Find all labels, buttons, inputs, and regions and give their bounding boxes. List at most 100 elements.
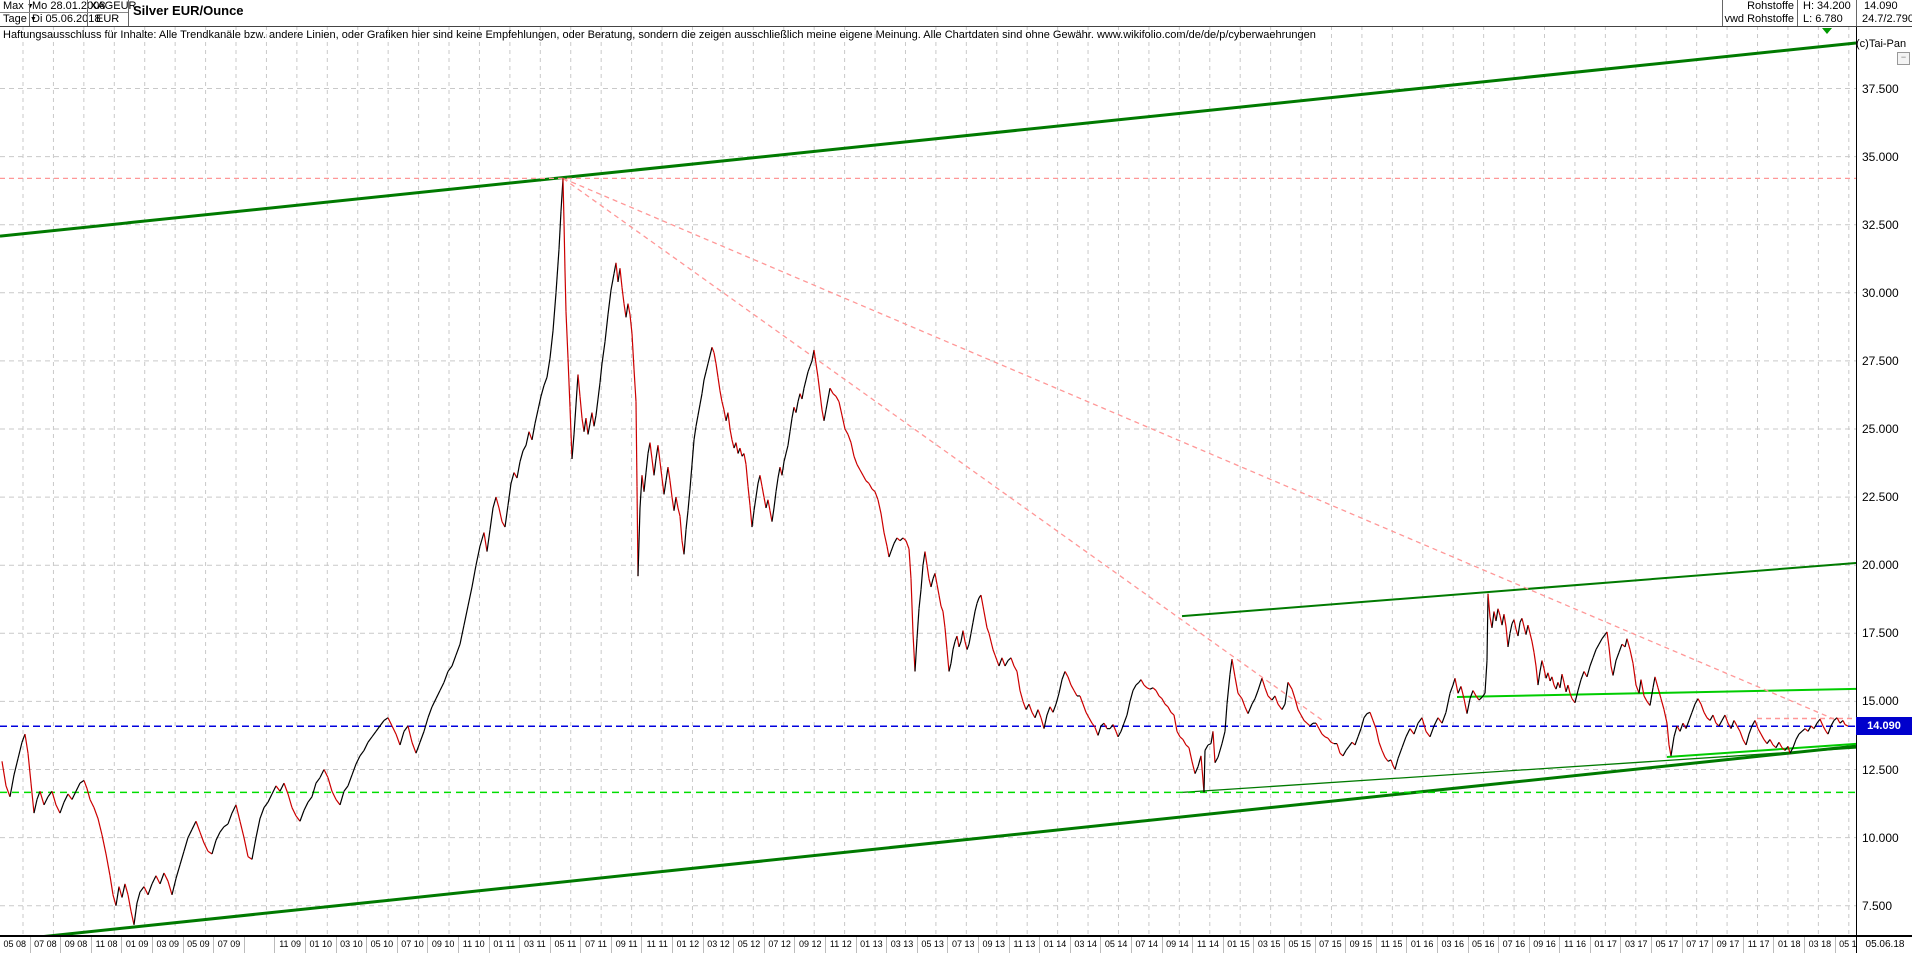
current-date-cell: 05.06.18 [1856,936,1912,953]
copyright-label: (c)Tai-Pan [1856,38,1907,50]
symbol-label: XAGEUR [90,0,137,12]
upper-channel [0,41,1857,238]
x-axis-label: 05 14 [1100,937,1131,953]
x-axis-label: 03 15 [1253,937,1284,953]
chevron-down-icon: ▼ [29,16,37,23]
x-axis-label: 09 11 [610,937,642,953]
low-value: L: 6.780 [1803,13,1843,25]
currency-label: EUR [96,13,120,25]
x-axis-label: 11 11 [641,937,672,953]
x-axis-label: 07 10 [396,937,428,953]
x-axis-label: 07 11 [580,937,611,953]
x-axis-label: 03 14 [1069,937,1101,953]
x-axis-label: 09 10 [427,937,458,953]
x-axis-label: 07 09 [213,937,244,953]
x-axis-label [243,937,275,953]
x-axis-label: 09 17 [1712,937,1743,953]
bright-support [1666,742,1857,758]
x-axis-label: 05 09 [182,937,214,953]
x-axis-label: 05 17 [1651,937,1682,953]
x-axis-label: 03 17 [1620,937,1651,953]
collapse-icon[interactable]: − [1897,52,1910,65]
x-axis-label: 09 12 [794,937,825,953]
x-axis-label: 03 11 [519,937,550,953]
y-axis-label: 10.000 [1862,830,1899,845]
x-axis-label: 05 15 [1283,937,1315,953]
disclaimer-text: Haftungsausschluss für Inhalte: Alle Tre… [3,29,1316,41]
y-axis-label: 15.000 [1862,694,1899,709]
x-axis: 05 08 07 08 09 08 11 08 01 09 03 09 05 09 07 09… [0,936,1870,953]
feed-name: Rohstoffe [1747,0,1794,12]
divider [1856,26,1857,952]
x-axis-label: 01 16 [1406,937,1437,953]
x-axis-label: 03 09 [151,937,183,953]
x-axis-label: 09 16 [1528,937,1560,953]
x-axis-label: 09 14 [1161,937,1193,953]
x-axis-label: 01 18 [1773,937,1804,953]
y-axis-label: 32.500 [1862,217,1899,232]
divider [0,12,128,13]
x-axis-label: 07 12 [763,937,795,953]
bright-resistance [1456,687,1857,699]
x-axis-label: 01 11 [488,937,520,953]
downtrend-steep [562,177,1326,723]
x-axis-label: 03 16 [1436,937,1468,953]
header-bar: Max ▼ Tage ▼ Mo 28.01.2008 Di 05.06.2018… [0,0,1912,27]
x-axis-label: 01 14 [1039,937,1070,953]
lower-channel [0,744,1857,943]
x-axis-label: 05 16 [1467,937,1499,953]
x-axis-label: 01 17 [1589,937,1621,953]
y-axis-label: 22.500 [1862,490,1899,505]
y-axis-label: 20.000 [1862,558,1899,573]
x-axis-label: 03 10 [335,937,367,953]
x-axis-label: 09 08 [60,937,91,953]
page-title: Silver EUR/Ounce [133,3,244,18]
x-axis-label: 11 10 [457,937,489,953]
x-axis-label: 05 12 [733,937,764,953]
x-axis-label: 01 15 [1222,937,1254,953]
x-axis-label: 11 13 [1008,937,1040,953]
x-axis-label: 03 18 [1804,937,1835,953]
y-axis-label: 12.500 [1862,762,1899,777]
x-axis-label: 07 17 [1681,937,1713,953]
mid-resistance [1181,562,1857,618]
timeframe-dropdown[interactable]: Tage ▼ [3,13,37,25]
x-axis-label: 11 08 [90,937,122,953]
header-range-info: 24.7/2.790 [1862,13,1912,25]
x-axis-label: 01 13 [855,937,887,953]
x-axis-label: 11 17 [1742,937,1774,953]
divider [0,935,1912,936]
x-axis-label: 01 09 [121,937,152,953]
x-axis-label: 07 13 [947,937,978,953]
x-axis-label: 01 12 [672,937,703,953]
x-axis-label: 11 12 [825,937,856,953]
x-axis-label: 05 13 [916,937,948,953]
y-axis-label: 30.000 [1862,285,1899,300]
x-axis-label: 11 14 [1192,937,1223,953]
y-axis-label: 35.000 [1862,149,1899,164]
x-axis-label: 11 09 [274,937,305,953]
header-last-price: 14.090 [1864,0,1898,12]
x-axis-label: 07 16 [1498,937,1529,953]
chart-end-date: Di 05.06.2018 [32,13,101,25]
x-axis-label: 07 15 [1314,937,1346,953]
x-axis-label: 05 11 [549,937,581,953]
x-axis-label: 05 18 [1834,937,1866,953]
chevron-down-icon: ▼ [26,3,34,10]
period-dropdown[interactable]: Max ▼ [3,0,34,12]
last-price-badge: 14.090 [1856,717,1912,735]
y-axis-label: 17.500 [1862,626,1899,641]
inner-support [1181,747,1857,794]
x-axis-label: 03 13 [886,937,917,953]
date-marker-triangle-icon [1822,28,1832,34]
y-axis-label: 37.500 [1862,81,1899,96]
x-axis-label: 09 13 [978,937,1009,953]
x-axis-label: 05 08 [3,939,27,949]
x-axis-label: 11 16 [1559,937,1590,953]
y-axis-label: 27.500 [1862,353,1899,368]
x-axis-label: 01 10 [304,937,336,953]
x-axis-label: 07 14 [1130,937,1162,953]
y-axis: 37.500 35.000 32.500 30.000 27.500 25.000 22.5… [1857,26,1912,935]
x-axis-label: 03 12 [702,937,734,953]
